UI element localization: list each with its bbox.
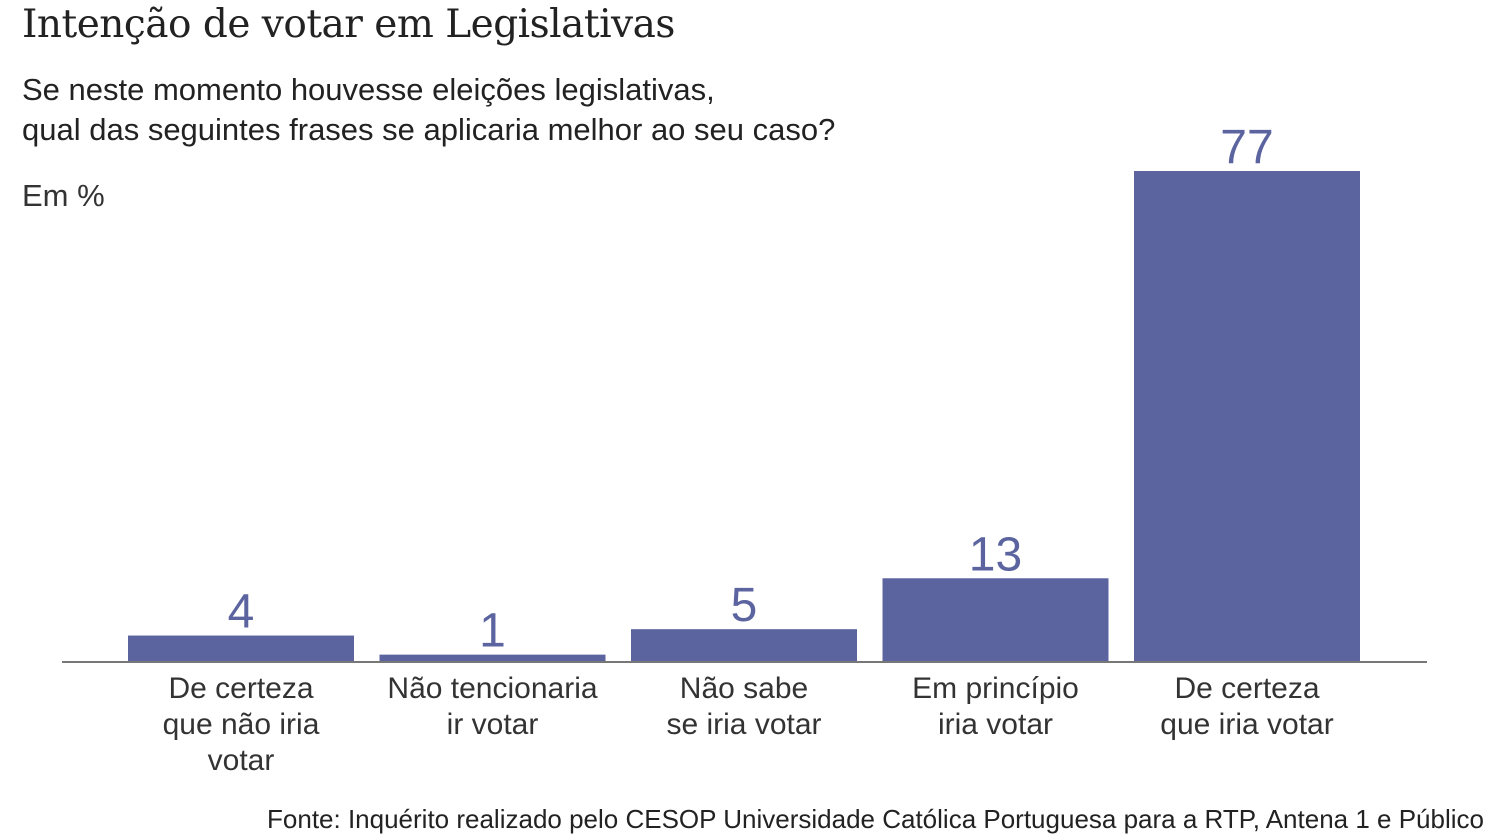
- category-label-line: que não iria: [163, 708, 320, 741]
- subtitle-line: qual das seguintes frases se aplicaria m…: [22, 112, 836, 147]
- category-label-line: Não sabe: [680, 672, 808, 705]
- chart-subtitle: Se neste momento houvesse eleições legis…: [22, 70, 835, 150]
- category-label: Não sabe se iria votar: [666, 672, 821, 741]
- value-label: 4: [228, 586, 255, 639]
- bar: [882, 578, 1109, 661]
- category-label-line: De certeza: [1174, 672, 1319, 705]
- subtitle-line: Se neste momento houvesse eleições legis…: [22, 72, 715, 107]
- category-label-line: Em princípio: [912, 672, 1079, 705]
- value-label: 5: [731, 579, 758, 632]
- unit-label: Em %: [22, 178, 105, 213]
- category-label: De certeza que não iria votar: [163, 672, 320, 777]
- category-label: De certeza que iria votar: [1160, 672, 1333, 741]
- category-label-line: iria votar: [938, 708, 1053, 741]
- source-note: Fonte: Inquérito realizado pelo CESOP Un…: [267, 804, 1484, 834]
- category-label-line: Não tencionaria: [387, 672, 597, 705]
- category-label: Em princípio iria votar: [912, 672, 1079, 741]
- bar: [379, 654, 606, 661]
- category-label-line: votar: [208, 744, 275, 777]
- category-label-line: que iria votar: [1160, 708, 1333, 741]
- bar: [128, 635, 354, 661]
- bar: [631, 629, 857, 661]
- value-label: 77: [1220, 121, 1273, 174]
- value-label: 13: [969, 528, 1022, 581]
- category-label-line: De certeza: [168, 672, 313, 705]
- category-label-line: ir votar: [447, 708, 539, 741]
- chart-title: Intenção de votar em Legislativas: [22, 2, 675, 47]
- category-label-line: se iria votar: [666, 708, 821, 741]
- bar: [1134, 171, 1360, 661]
- category-label: Não tencionaria ir votar: [387, 672, 597, 741]
- value-label: 1: [479, 605, 506, 658]
